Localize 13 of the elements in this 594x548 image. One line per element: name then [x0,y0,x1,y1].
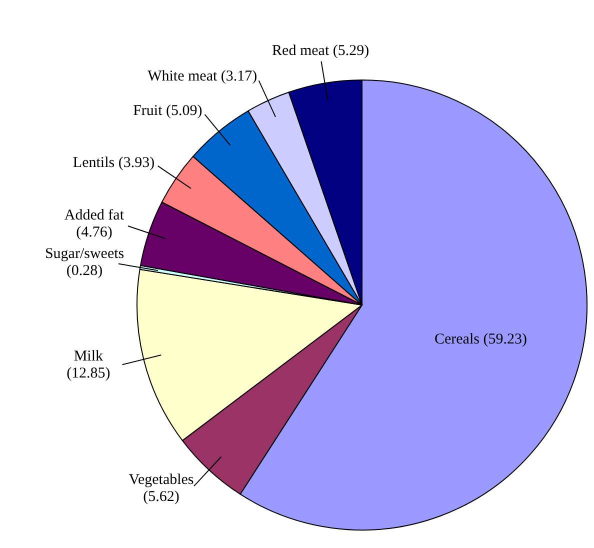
slice-label: Red meat (5.29) [272,42,370,59]
slice-label: Added fat [64,208,125,224]
data-label: (4.76) [76,225,112,242]
data-label: (0.28) [66,264,103,280]
slice-label: Milk [74,349,104,366]
data-label: (5.62) [143,489,180,506]
data-label: (12.85) [66,366,110,382]
slice-label: Fruit (5.09) [133,102,202,119]
slice-label: Sugar/sweets [44,246,124,263]
slice-label: Lentils (3.93) [72,155,155,172]
slice-label: White meat (3.17) [148,68,258,84]
slice-label: Cereals (59.23) [434,331,527,348]
slice-label: Vegetables [128,472,194,488]
